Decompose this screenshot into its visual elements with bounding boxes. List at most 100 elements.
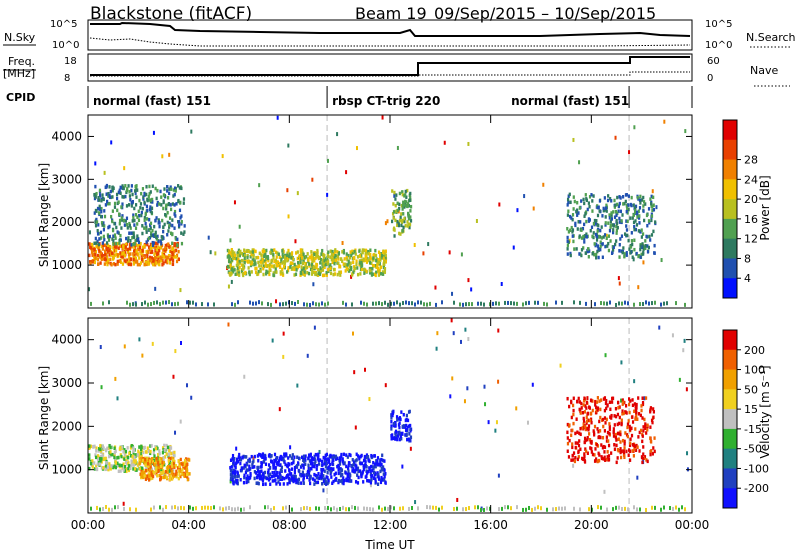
echo-pixel	[108, 253, 111, 257]
echo-pixel	[591, 408, 594, 413]
echo-pixel	[304, 266, 307, 271]
echo-pixel	[396, 418, 399, 422]
echo-pixel	[169, 231, 173, 236]
echo-pixel	[607, 221, 610, 225]
echo-pixel	[171, 258, 175, 263]
echo-pixel	[316, 248, 319, 253]
echo-pixel	[372, 460, 375, 465]
echo-pixel	[358, 259, 361, 263]
echo-pixel	[337, 468, 340, 472]
echo-pixel	[467, 141, 470, 146]
echo-pixel	[618, 201, 621, 206]
echo-pixel	[321, 463, 324, 467]
echo-pixel	[105, 260, 108, 265]
echo-pixel	[259, 260, 263, 264]
echo-pixel	[226, 264, 229, 269]
echo-pixel	[346, 475, 349, 479]
echo-pixel	[494, 428, 497, 433]
echo-pixel	[127, 468, 131, 473]
echo-pixel	[240, 507, 242, 512]
echo-pixel	[129, 262, 133, 267]
echo-pixel	[626, 206, 629, 211]
echo-pixel	[363, 506, 365, 511]
echo-pixel	[315, 302, 317, 307]
echo-pixel	[132, 213, 135, 217]
echo-pixel	[635, 223, 639, 227]
echo-pixel	[649, 238, 652, 242]
echo-pixel	[443, 140, 446, 145]
echo-pixel	[487, 420, 490, 425]
echo-pixel	[93, 211, 96, 215]
echo-pixel	[284, 469, 287, 473]
echo-pixel	[282, 264, 286, 269]
echo-pixel	[146, 456, 149, 461]
echo-pixel	[279, 477, 282, 482]
echo-pixel	[294, 264, 297, 269]
echo-pixel	[124, 194, 127, 199]
echo-pixel	[108, 300, 110, 305]
colorbar-swatch	[723, 389, 737, 410]
echo-pixel	[348, 507, 350, 512]
echo-pixel	[180, 186, 183, 191]
echo-pixel	[232, 254, 235, 259]
echo-pixel	[252, 459, 255, 463]
echo-pixel	[610, 451, 613, 455]
echo-pixel	[149, 464, 152, 469]
echo-pixel	[309, 476, 312, 481]
echo-pixel	[605, 439, 609, 443]
echo-pixel	[145, 185, 148, 189]
echo-pixel	[109, 467, 112, 471]
echo-pixel	[106, 446, 109, 451]
echo-pixel	[605, 233, 608, 238]
echo-pixel	[310, 250, 313, 254]
echo-pixel	[245, 480, 248, 485]
echo-pixel	[573, 506, 575, 511]
echo-pixel	[616, 456, 619, 460]
echo-pixel	[141, 475, 145, 480]
echo-pixel	[258, 264, 261, 268]
echo-pixel	[402, 203, 406, 207]
echo-pixel	[583, 460, 587, 464]
echo-pixel	[169, 185, 172, 189]
echo-pixel	[156, 300, 158, 305]
echo-pixel	[174, 189, 177, 193]
echo-pixel	[243, 455, 247, 459]
echo-pixel	[608, 431, 611, 436]
echo-pixel	[318, 506, 320, 511]
echo-pixel	[144, 463, 147, 467]
echo-pixel	[348, 264, 351, 268]
colorbar-swatch	[723, 258, 737, 279]
echo-pixel	[155, 466, 158, 470]
echo-pixel	[365, 453, 369, 457]
echo-pixel	[372, 264, 376, 268]
echo-pixel	[248, 464, 251, 469]
echo-pixel	[644, 424, 647, 428]
colorbar-tick-label: 4	[744, 272, 751, 285]
echo-pixel	[342, 481, 345, 486]
echo-pixel	[143, 262, 146, 267]
echo-pixel	[303, 506, 305, 511]
echo-pixel	[108, 234, 111, 239]
echo-pixel	[101, 193, 104, 197]
echo-pixel	[100, 465, 104, 470]
echo-pixel	[636, 212, 639, 217]
echo-pixel	[329, 471, 332, 476]
echo-pixel	[161, 460, 164, 465]
echo-pixel	[607, 248, 611, 253]
echo-pixel	[292, 477, 295, 481]
echo-pixel	[93, 247, 96, 252]
echo-pixel	[162, 206, 165, 211]
echo-pixel	[96, 239, 99, 244]
echo-pixel	[586, 451, 589, 455]
nsearch-tick-top: 10^5	[705, 19, 732, 30]
echo-pixel	[489, 506, 491, 511]
echo-pixel	[362, 257, 365, 261]
echo-pixel	[143, 193, 146, 197]
echo-pixel	[146, 474, 149, 479]
echo-pixel	[587, 217, 590, 221]
echo-pixel	[269, 454, 272, 459]
echo-pixel	[543, 301, 545, 306]
echo-pixel	[507, 505, 509, 510]
echo-pixel	[639, 194, 642, 199]
echo-pixel	[155, 261, 158, 265]
